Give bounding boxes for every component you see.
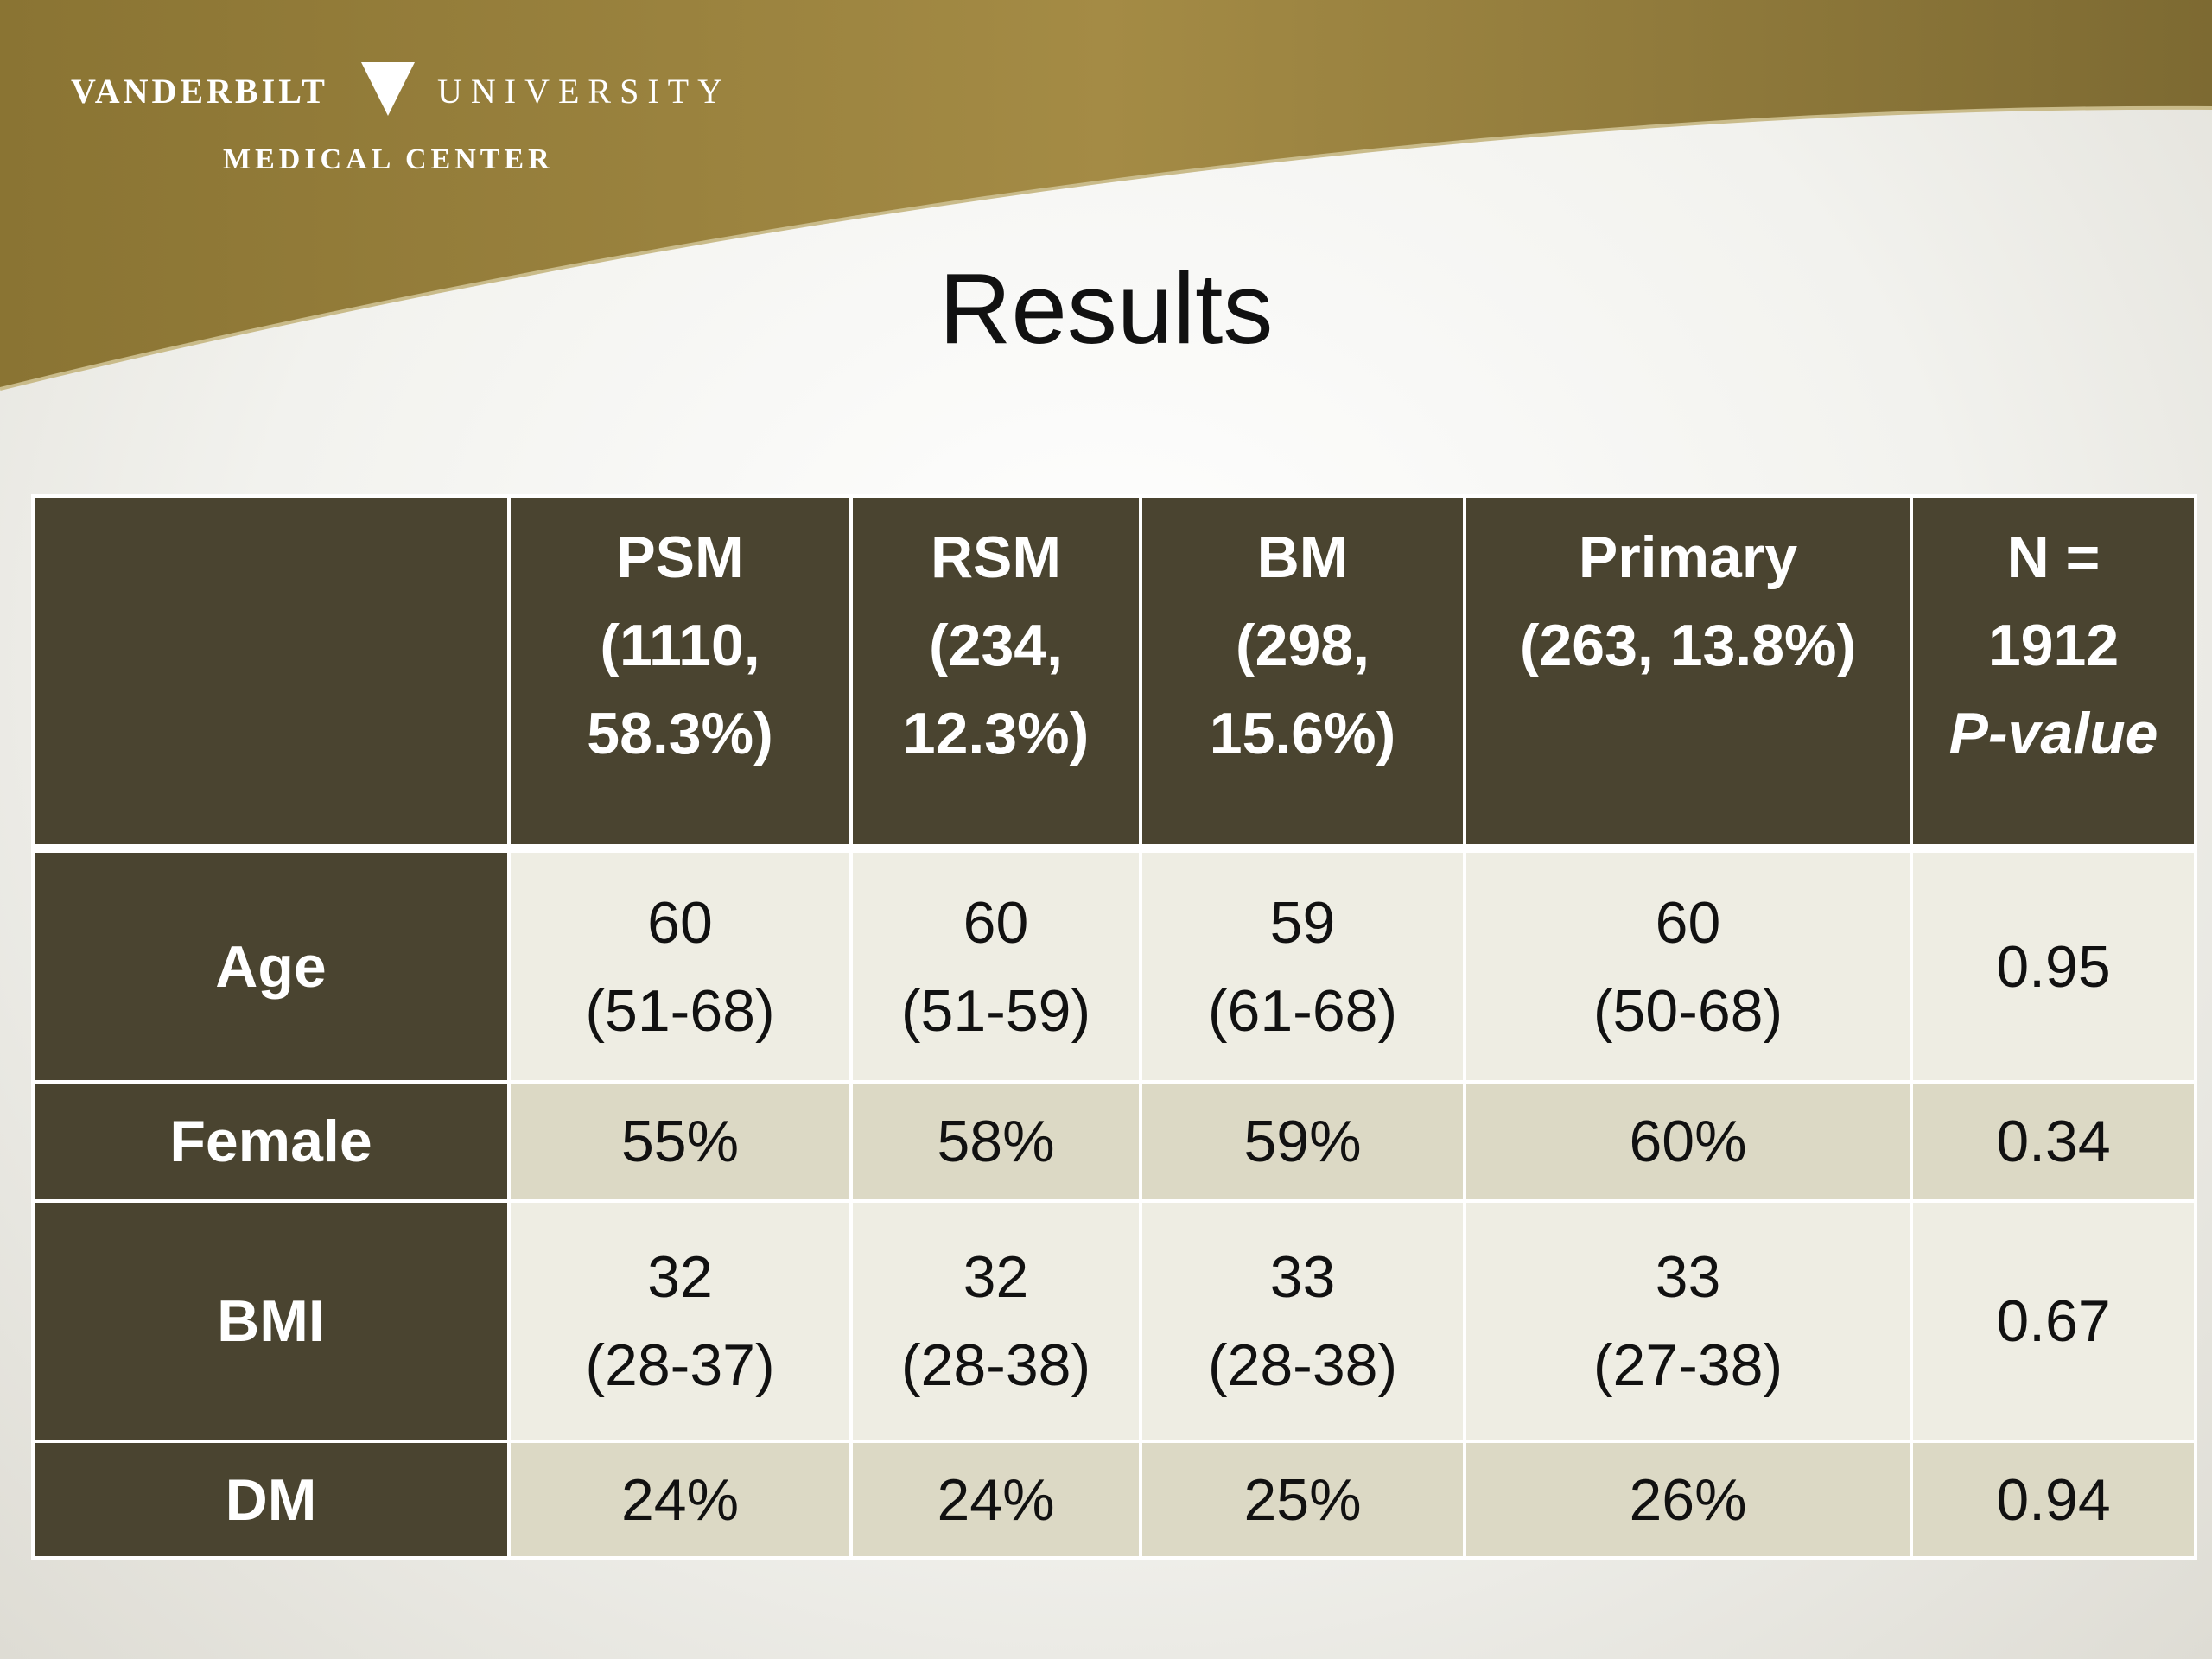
header-line: 58.3%) [587, 701, 773, 766]
cell-line: 60 [1655, 889, 1721, 956]
cell-line: (27-38) [1592, 1332, 1783, 1398]
cell-line: 0.34 [1996, 1109, 2111, 1174]
cell-line: 60 [647, 889, 713, 956]
cell-line: (61-68) [1207, 977, 1398, 1044]
logo-right: UNIVERSITY [437, 72, 731, 111]
data-row: Female 55% 58% 59% 60% 0.34 [31, 1080, 2197, 1203]
data-cell: 60% [1463, 1080, 1913, 1203]
cell-line: 32 [963, 1244, 1029, 1310]
cell-line: (50-68) [1592, 977, 1783, 1044]
data-cell: 25% [1139, 1440, 1466, 1560]
header-line: N = [2006, 524, 2101, 590]
header-line: (263, 13.8%) [1519, 613, 1857, 678]
row-header: DM [31, 1440, 511, 1560]
data-cell: 0.34 [1910, 1080, 2197, 1203]
cell-line: 59 [1269, 889, 1336, 956]
header-cell: PSM (1110, 58.3%) [507, 494, 853, 853]
data-cell: 58% [849, 1080, 1142, 1203]
header-cell: RSM (234, 12.3%) [849, 494, 1142, 853]
cell-line: 0.95 [1996, 933, 2111, 1000]
row-header: Age [31, 847, 511, 1084]
logo-sub: MEDICAL CENTER [223, 143, 554, 175]
header-line: P-value [1948, 701, 2158, 766]
cell-line: 0.94 [1996, 1466, 2111, 1533]
cell-line: BMI [217, 1288, 325, 1354]
header-line: Primary [1578, 524, 1798, 590]
data-cell: 33 (27-38) [1463, 1199, 1913, 1443]
data-row: DM 24% 24% 25% 26% 0.94 [31, 1440, 2197, 1560]
header-row: PSM (1110, 58.3%) RSM (234, 12.3%) BM (298, 15.6… [31, 494, 2197, 853]
cell-line: 0.67 [1996, 1288, 2111, 1354]
header-line: 12.3%) [902, 701, 1090, 766]
data-cell: 32 (28-38) [849, 1199, 1142, 1443]
cell-line: (28-38) [900, 1332, 1091, 1398]
cell-line: (28-37) [585, 1332, 775, 1398]
cell-line: 25% [1243, 1466, 1362, 1533]
header-line: 15.6%) [1209, 701, 1396, 766]
data-cell: 24% [507, 1440, 853, 1560]
cell-line: Age [215, 933, 327, 1000]
row-header: BMI [31, 1199, 511, 1443]
cell-line: DM [225, 1466, 317, 1533]
title: Results [938, 252, 1274, 365]
data-cell: 32 (28-37) [507, 1199, 853, 1443]
data-cell: 0.67 [1910, 1199, 2197, 1443]
cell-line: 24% [937, 1466, 1055, 1533]
logo-v [361, 62, 415, 116]
data-cell: 55% [507, 1080, 853, 1203]
header-line: PSM [616, 524, 744, 590]
data-cell: 26% [1463, 1440, 1913, 1560]
data-cell: 33 (28-38) [1139, 1199, 1466, 1443]
cell-line: 32 [647, 1244, 713, 1310]
cell-line: 33 [1655, 1244, 1721, 1310]
cell-line: 26% [1629, 1466, 1747, 1533]
data-cell: 60 (51-68) [507, 847, 853, 1084]
cell-line: Female [169, 1109, 372, 1174]
header-line: RSM [930, 524, 1062, 590]
swoosh-edge [0, 105, 2212, 391]
cell-line: (51-59) [900, 977, 1091, 1044]
header-line: 1912 [1987, 613, 2120, 678]
data-cell: 0.94 [1910, 1440, 2197, 1560]
header-line: (1110, [600, 613, 760, 678]
data-row: Age 60 (51-68) 60 (51-59) 59 (61-68) 60 (50-68) 0… [31, 847, 2197, 1084]
logo-left: VANDERBILT [71, 72, 328, 111]
header-line: (234, [929, 613, 1063, 678]
header-cell: N = 1912 P-value [1910, 494, 2197, 853]
data-cell: 60 (50-68) [1463, 847, 1913, 1084]
results-table: PSM (1110, 58.3%) RSM (234, 12.3%) BM (298, 15.6… [31, 494, 2197, 1560]
data-cell: 59% [1139, 1080, 1466, 1203]
header-cell [31, 494, 511, 853]
data-cell: 0.95 [1910, 847, 2197, 1084]
cell-line: 60 [963, 889, 1029, 956]
header-cell: BM (298, 15.6%) [1139, 494, 1466, 853]
gold-swoosh [0, 0, 2212, 389]
data-cell: 59 (61-68) [1139, 847, 1466, 1084]
data-cell: 24% [849, 1440, 1142, 1560]
header-cell: Primary (263, 13.8%) [1463, 494, 1913, 853]
cell-line: (28-38) [1207, 1332, 1398, 1398]
cell-line: (51-68) [585, 977, 775, 1044]
header-line: (298, [1236, 613, 1370, 678]
cell-line: 24% [620, 1466, 740, 1533]
cell-line: 33 [1269, 1244, 1336, 1310]
row-header: Female [31, 1080, 511, 1203]
cell-line: 55% [620, 1109, 740, 1174]
data-row: BMI 32 (28-37) 32 (28-38) 33 (28-38) 33 (27-38) 0… [31, 1199, 2197, 1443]
cell-line: 59% [1243, 1109, 1362, 1174]
cell-line: 60% [1629, 1109, 1747, 1174]
cell-line: 58% [937, 1109, 1055, 1174]
data-cell: 60 (51-59) [849, 847, 1142, 1084]
header-line: BM [1256, 524, 1349, 590]
